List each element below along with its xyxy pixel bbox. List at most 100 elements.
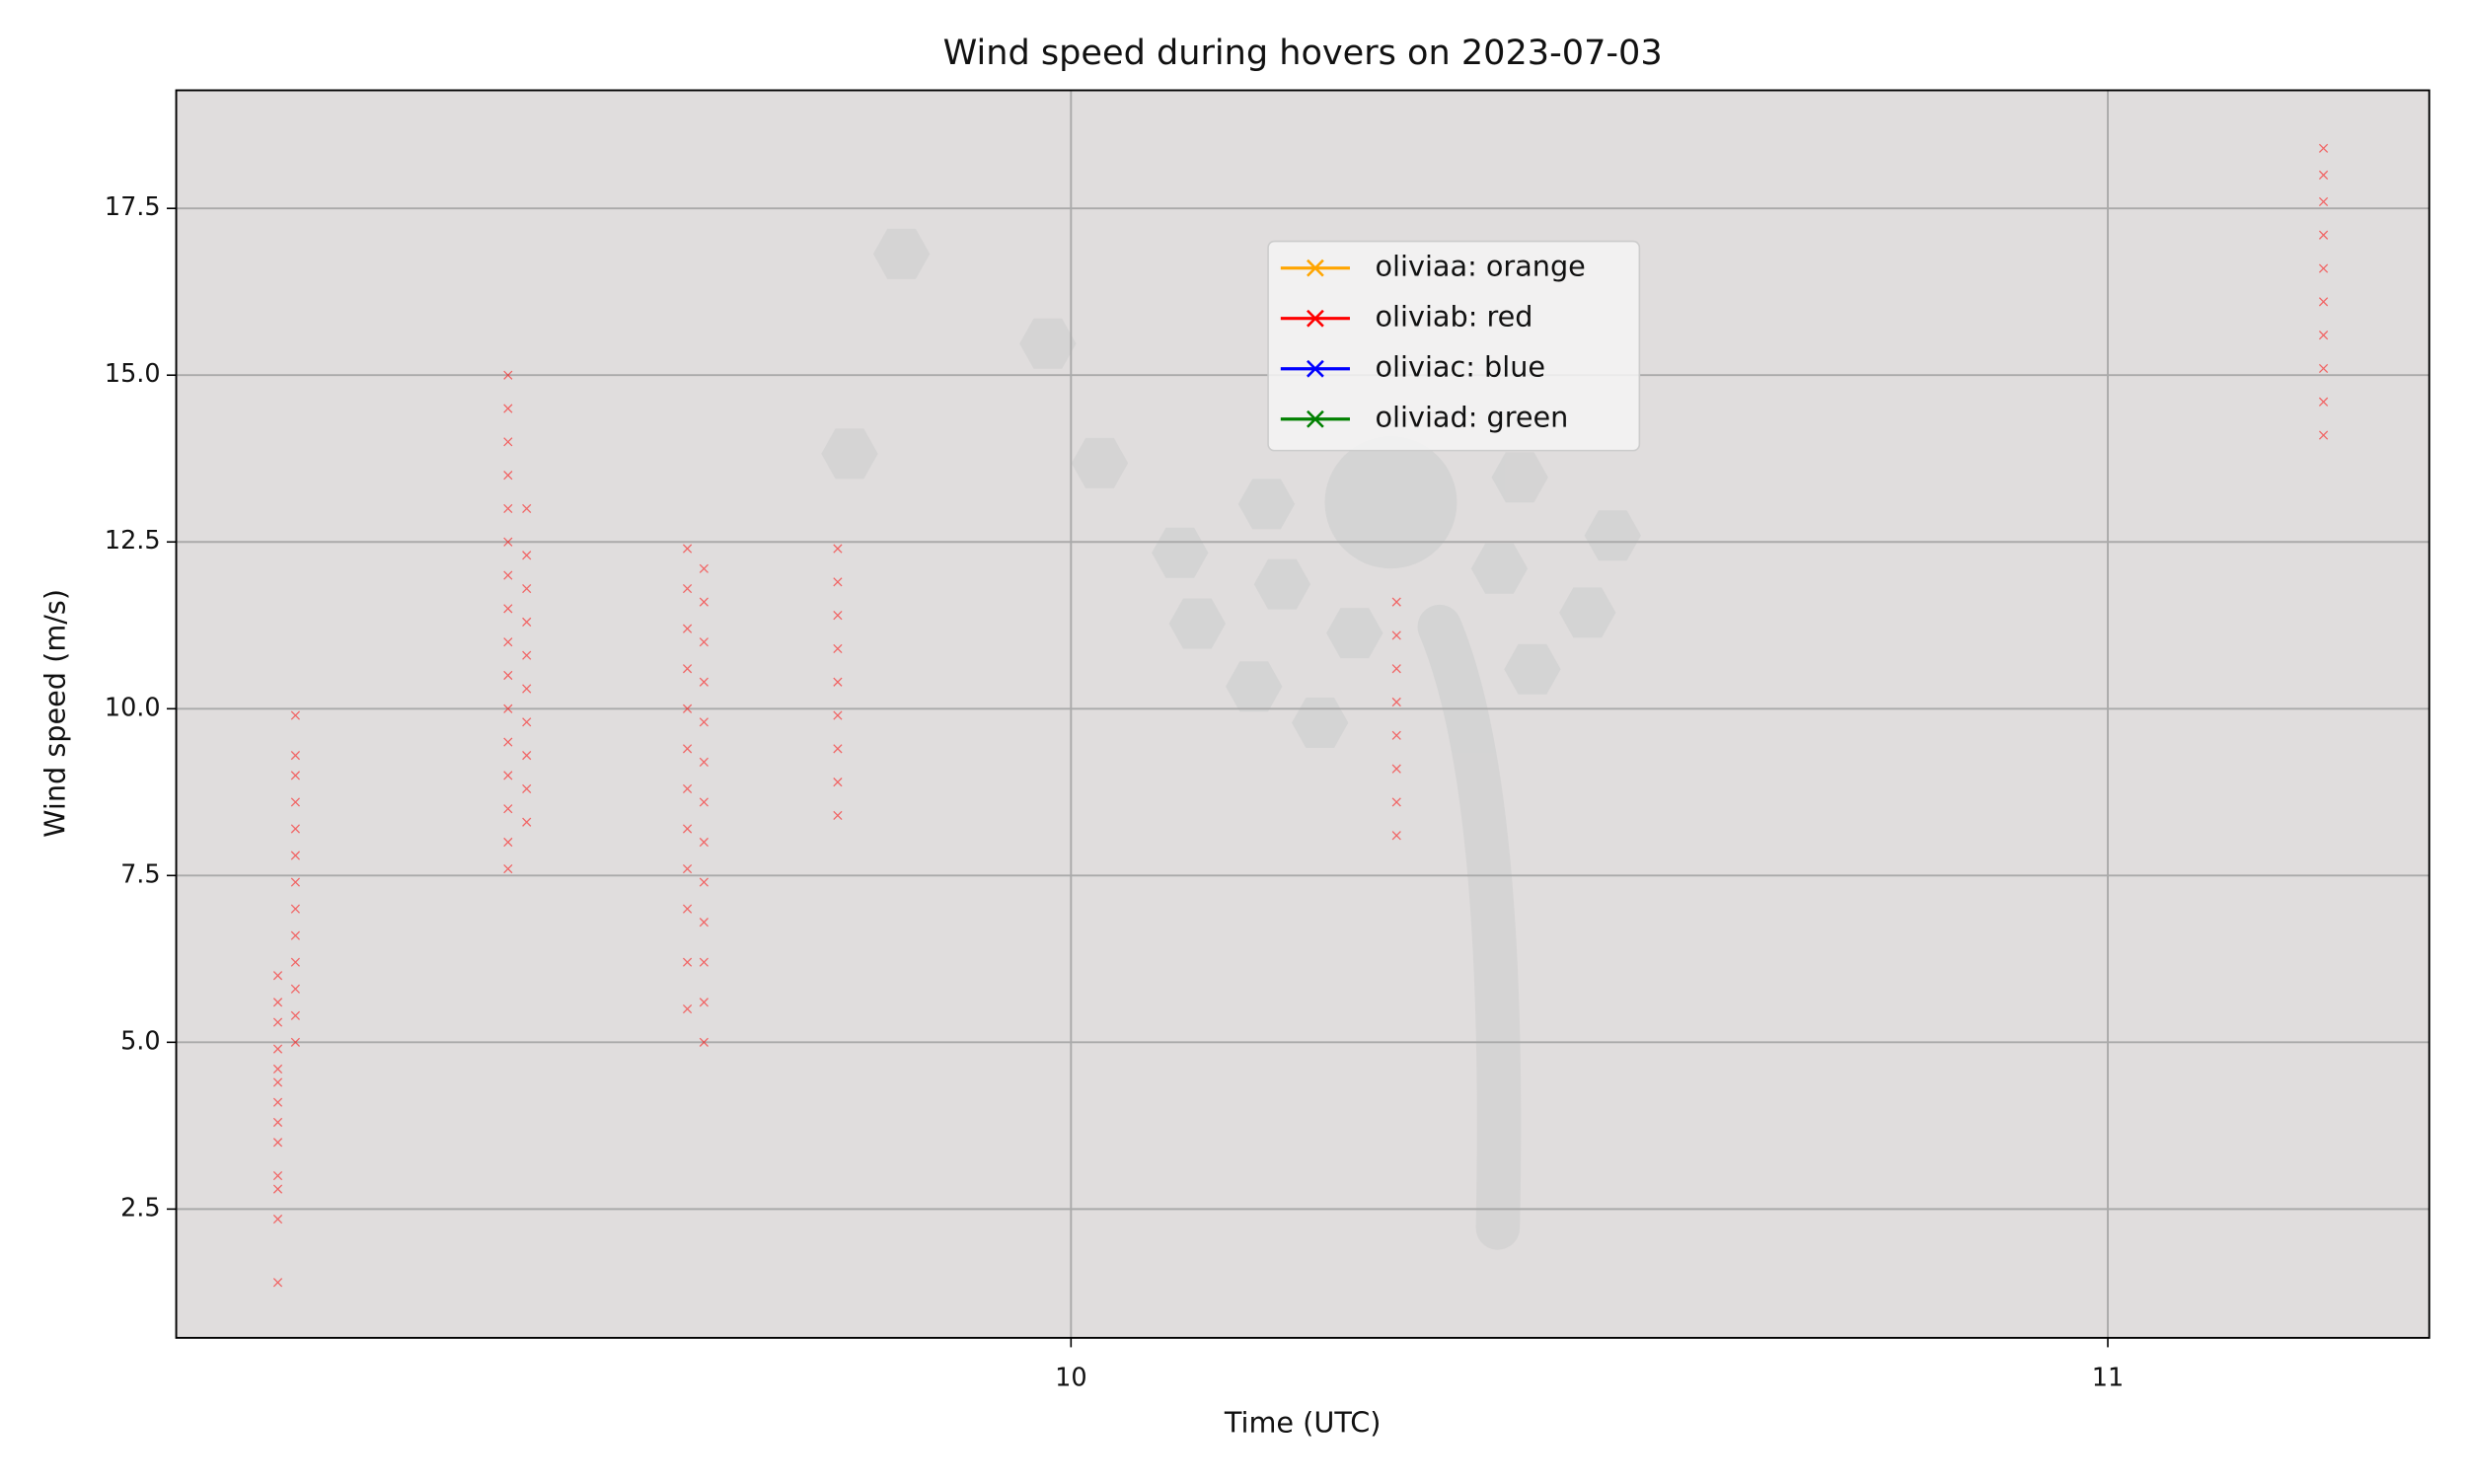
chart-title: Wind speed during hovers on 2023-07-03 xyxy=(943,33,1663,73)
y-tick-label: 7.5 xyxy=(120,859,161,889)
point xyxy=(290,1010,300,1020)
point xyxy=(272,1097,283,1107)
point xyxy=(290,1037,300,1047)
point xyxy=(503,804,513,814)
point xyxy=(699,563,709,573)
watermark xyxy=(821,228,1641,1250)
point xyxy=(1391,597,1401,607)
point xyxy=(682,783,693,794)
point xyxy=(699,597,709,607)
point xyxy=(833,810,843,821)
point xyxy=(272,1017,283,1027)
point xyxy=(503,670,513,681)
point xyxy=(1391,664,1401,674)
x-tick-label: 10 xyxy=(1055,1363,1086,1392)
plot-frame xyxy=(175,89,2430,1339)
point xyxy=(699,1037,709,1047)
point xyxy=(1391,697,1401,707)
point xyxy=(503,637,513,647)
point xyxy=(833,611,843,621)
point xyxy=(272,1117,283,1128)
point xyxy=(290,984,300,994)
point xyxy=(522,650,532,660)
point xyxy=(1391,631,1401,640)
y-tick-label: 15.0 xyxy=(105,359,161,389)
point xyxy=(2318,230,2329,240)
point xyxy=(503,437,513,447)
point xyxy=(290,877,300,887)
point xyxy=(699,918,709,928)
point xyxy=(290,797,300,807)
legend-label: oliviaa: orange xyxy=(1375,250,1585,283)
point xyxy=(522,817,532,827)
y-tick-label: 2.5 xyxy=(120,1193,161,1223)
y-axis-label: Wind speed (m/s) xyxy=(37,589,71,838)
point xyxy=(682,957,693,967)
point xyxy=(290,904,300,914)
point xyxy=(272,998,283,1007)
point xyxy=(699,757,709,767)
y-tick-label: 12.5 xyxy=(105,526,161,556)
point xyxy=(2318,170,2329,180)
point xyxy=(503,537,513,547)
point xyxy=(682,544,693,554)
point xyxy=(2318,397,2329,407)
point xyxy=(522,583,532,594)
point xyxy=(699,677,709,687)
point xyxy=(682,583,693,594)
point xyxy=(290,710,300,720)
point xyxy=(503,837,513,848)
point xyxy=(522,751,532,761)
point xyxy=(2318,363,2329,374)
point xyxy=(699,877,709,887)
point xyxy=(503,737,513,747)
point xyxy=(503,503,513,514)
x-tick-label: 11 xyxy=(2092,1363,2124,1392)
point xyxy=(699,837,709,848)
point xyxy=(2318,143,2329,153)
point xyxy=(833,577,843,587)
point xyxy=(522,684,532,694)
point xyxy=(682,824,693,834)
point xyxy=(503,863,513,874)
y-tick-label: 5.0 xyxy=(120,1026,161,1056)
point xyxy=(272,971,283,981)
point xyxy=(503,404,513,413)
point xyxy=(2318,263,2329,273)
marks xyxy=(272,143,2329,1288)
point xyxy=(682,744,693,754)
legend-marker xyxy=(1307,409,1324,428)
point xyxy=(833,643,843,654)
point xyxy=(522,783,532,794)
legend-box xyxy=(1267,240,1641,452)
point xyxy=(272,1170,283,1181)
y-tick-label: 10.0 xyxy=(105,693,161,722)
point xyxy=(682,624,693,633)
point xyxy=(2318,196,2329,207)
point xyxy=(682,904,693,914)
point xyxy=(503,771,513,780)
point xyxy=(682,1003,693,1014)
legend-label: oliviac: blue xyxy=(1375,350,1545,384)
legend-marker xyxy=(1307,259,1324,277)
point xyxy=(272,1214,283,1224)
point xyxy=(522,503,532,514)
point xyxy=(833,744,843,754)
point xyxy=(682,863,693,874)
point xyxy=(503,604,513,614)
point xyxy=(290,751,300,761)
x-axis-label: Time (UTC) xyxy=(1224,1406,1382,1440)
point xyxy=(833,710,843,720)
point xyxy=(699,797,709,807)
point xyxy=(290,771,300,780)
legend-marker xyxy=(1307,309,1324,328)
point xyxy=(699,998,709,1007)
point xyxy=(2318,430,2329,440)
point xyxy=(682,704,693,713)
point xyxy=(522,551,532,560)
point xyxy=(272,1044,283,1054)
point xyxy=(503,370,513,380)
point xyxy=(272,1064,283,1074)
point xyxy=(290,930,300,940)
